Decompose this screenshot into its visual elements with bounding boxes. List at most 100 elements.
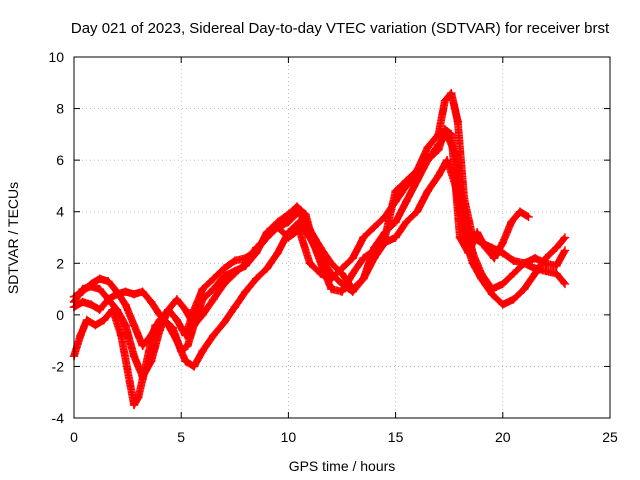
data-point	[112, 305, 122, 314]
data-point	[189, 305, 199, 314]
data-point	[183, 341, 192, 350]
data-point	[95, 284, 104, 294]
data-point	[252, 274, 261, 283]
plot-frame	[73, 56, 611, 419]
data-point	[172, 295, 182, 304]
data-point	[337, 279, 347, 289]
data-point	[209, 284, 218, 294]
x-tick-label: 20	[495, 429, 511, 445]
data-point	[316, 269, 325, 278]
data-point	[292, 202, 302, 211]
data-point	[453, 117, 462, 126]
data-point	[262, 233, 272, 242]
y-tick-label: 0	[56, 307, 64, 323]
data-point	[172, 336, 182, 345]
data-point	[391, 186, 400, 196]
data-point	[284, 233, 293, 242]
data-point	[219, 271, 229, 281]
data-point	[391, 197, 400, 206]
data-point	[369, 243, 379, 253]
data-points	[69, 88, 570, 410]
data-point	[348, 253, 357, 263]
data-point	[219, 279, 229, 289]
data-point	[252, 243, 261, 253]
data-point	[434, 171, 443, 180]
data-point	[530, 253, 540, 263]
data-point	[515, 207, 525, 216]
data-point	[262, 264, 272, 273]
data-point	[541, 253, 550, 263]
data-point	[86, 282, 96, 291]
marker-trail	[70, 130, 569, 350]
data-point	[552, 261, 561, 271]
data-point	[294, 225, 304, 234]
series-trace-b	[69, 130, 570, 350]
data-point	[468, 259, 477, 268]
data-point	[560, 279, 570, 289]
y-tick-label: 6	[56, 152, 64, 168]
data-point	[487, 290, 497, 299]
data-point	[560, 246, 570, 255]
data-point	[121, 320, 130, 330]
x-tick-label: 0	[70, 429, 78, 445]
x-tick-label: 10	[281, 429, 297, 445]
data-point	[481, 243, 490, 253]
data-point	[412, 207, 422, 216]
data-point	[327, 284, 336, 294]
data-point	[477, 274, 486, 283]
data-point	[520, 284, 529, 294]
y-tick-label: -4	[52, 410, 65, 426]
data-point	[380, 238, 390, 247]
data-point	[134, 393, 143, 402]
y-tick-label: 10	[48, 49, 64, 65]
data-point	[509, 295, 518, 304]
data-point	[241, 287, 250, 296]
data-point	[524, 212, 533, 222]
data-point	[294, 207, 304, 216]
data-point	[402, 197, 411, 206]
data-point	[294, 217, 304, 227]
data-point	[230, 302, 239, 312]
data-point	[464, 248, 473, 258]
data-point	[78, 297, 87, 307]
data-point	[380, 228, 390, 237]
data-point	[181, 305, 190, 314]
data-point	[209, 331, 218, 340]
data-point	[241, 259, 250, 268]
data-point	[129, 320, 139, 330]
data-point	[209, 295, 218, 304]
data-point	[455, 233, 465, 242]
data-point	[76, 331, 85, 340]
data-point	[189, 362, 199, 371]
data-point	[146, 297, 156, 307]
data-point	[440, 96, 450, 106]
y-axis-label: SDTVAR / TECUs	[5, 182, 21, 294]
data-point	[78, 284, 87, 294]
data-point	[380, 212, 390, 222]
data-point	[181, 331, 190, 340]
data-point	[447, 130, 456, 139]
chart-title: Day 021 of 2023, Sidereal Day-to-day VTE…	[71, 20, 610, 37]
data-point	[337, 287, 347, 296]
data-point	[498, 279, 507, 289]
data-point	[507, 217, 516, 227]
data-point	[99, 315, 109, 325]
data-point	[423, 143, 432, 152]
data-point	[219, 264, 229, 273]
data-point	[552, 243, 561, 253]
data-point	[434, 130, 443, 139]
grid-lines	[74, 57, 610, 418]
x-tick-label: 5	[177, 429, 185, 445]
data-point	[181, 357, 190, 366]
data-point	[164, 305, 173, 314]
data-point	[172, 315, 182, 325]
data-point	[198, 310, 207, 320]
data-point	[359, 274, 368, 283]
data-point	[305, 259, 315, 268]
data-point	[230, 256, 239, 265]
y-tick-label: 4	[56, 204, 64, 220]
data-point	[402, 217, 411, 227]
data-point	[129, 400, 139, 410]
data-point	[198, 346, 207, 356]
data-point	[273, 222, 282, 232]
